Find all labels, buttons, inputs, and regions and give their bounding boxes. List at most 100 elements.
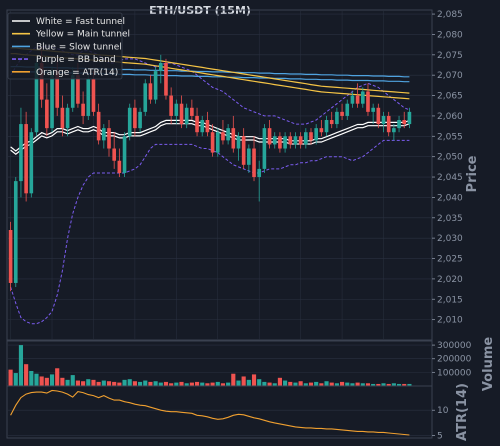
volume-bar	[355, 382, 360, 386]
bb-lower-line	[10, 139, 410, 325]
candle-down	[376, 107, 381, 125]
candle-down	[55, 71, 60, 108]
volume-bar	[236, 380, 241, 386]
candle-up	[215, 132, 220, 153]
volume-bar	[293, 382, 298, 386]
volume-tick-label: 200000	[437, 355, 472, 365]
volume-bar	[226, 382, 231, 386]
volume-bar	[101, 380, 106, 386]
price-tick-label: 2,080	[437, 30, 463, 40]
legend: White = Fast tunnel Yellow = Main tunnel B…	[7, 12, 130, 80]
candle-up	[335, 111, 339, 125]
candle-up	[29, 132, 34, 194]
price-tick-label: 2,055	[437, 132, 463, 142]
candle-down	[39, 62, 44, 100]
volume-bar	[148, 381, 153, 386]
candle-up	[407, 111, 412, 125]
candle-down	[329, 120, 334, 125]
price-tick-label: 2,010	[437, 316, 463, 326]
volume-bar	[241, 376, 246, 386]
candle-up	[19, 124, 23, 182]
volume-tick-label: 300000	[437, 341, 472, 351]
volume-bar	[86, 379, 91, 386]
volume-bar	[44, 377, 49, 386]
volume-bar	[314, 381, 319, 386]
candle-down	[60, 107, 65, 129]
volume-bar	[174, 382, 179, 386]
volume-bar	[49, 374, 55, 386]
volume-bar	[391, 383, 396, 386]
price-tick-label: 2,015	[437, 295, 463, 305]
legend-label: Orange = ATR(14)	[36, 68, 118, 78]
volume-bar	[106, 381, 112, 386]
volume-bar	[75, 380, 80, 386]
volume-bar	[308, 382, 314, 386]
volume-bar	[407, 383, 412, 386]
candle-down	[179, 103, 184, 125]
candle-down	[298, 136, 303, 145]
atr-axis-ticks: 5 10	[432, 406, 449, 441]
volume-bar	[251, 374, 257, 386]
candle-down	[402, 120, 407, 125]
candle-up	[257, 168, 262, 178]
price-tick-label: 2,040	[437, 193, 463, 203]
volume-bar	[127, 379, 132, 386]
volume-bar	[163, 381, 169, 386]
candle-up	[272, 136, 277, 145]
volume-bar	[257, 379, 262, 386]
candle-down	[45, 99, 49, 129]
volume-bar	[402, 383, 407, 386]
candle-down	[355, 95, 360, 104]
volume-bar	[319, 383, 324, 386]
volume-bar	[340, 381, 345, 386]
volume-bar	[55, 368, 60, 386]
legend-label: Purple = BB band	[36, 55, 116, 65]
candle-down	[386, 115, 391, 133]
candle-up	[314, 128, 318, 141]
volume-tick-label: 100000	[437, 368, 472, 378]
candle-down	[8, 230, 13, 283]
atr-tick-label: 10	[437, 406, 449, 416]
candle-up	[350, 95, 355, 104]
candle-down	[195, 115, 199, 133]
volume-bar	[277, 377, 282, 386]
candle-up	[371, 107, 375, 112]
price-tick-label: 2,050	[437, 153, 463, 163]
volume-bar	[303, 383, 308, 386]
candle-up	[50, 71, 54, 129]
volume-bar	[138, 381, 143, 386]
volume-bar	[345, 382, 350, 386]
volume-bar	[194, 381, 200, 386]
candle-down	[190, 107, 194, 116]
candle-down	[148, 83, 153, 100]
volume-bar	[298, 381, 303, 386]
candle-down	[231, 128, 236, 149]
candle-up	[200, 120, 205, 133]
candle-up	[143, 83, 148, 112]
candle-down	[164, 62, 168, 96]
volume-bar	[122, 379, 127, 386]
candle-up	[247, 148, 251, 165]
volume-bar	[143, 380, 148, 386]
volume-bar	[81, 381, 86, 386]
volume-bar	[371, 383, 376, 386]
volume-bar	[39, 376, 44, 386]
legend-box	[7, 12, 123, 80]
price-tick-label: 2,075	[437, 51, 463, 61]
volume-bar	[262, 381, 267, 386]
price-tick-label: 2,035	[437, 214, 463, 224]
volume-axis-ticks: 100000 200000 300000	[432, 341, 472, 378]
candle-up	[174, 103, 179, 116]
price-tick-label: 2,070	[437, 71, 463, 81]
volume-bar	[60, 377, 65, 386]
candle-down	[91, 79, 96, 112]
volume-bar	[200, 382, 205, 386]
volume-bar	[112, 381, 117, 386]
volume-bar	[91, 379, 96, 386]
price-tick-label: 2,045	[437, 173, 463, 183]
volume-bar	[267, 382, 272, 386]
volume-bar	[158, 382, 163, 386]
atr-panel-frame	[6, 385, 433, 439]
candle-up	[283, 136, 287, 149]
